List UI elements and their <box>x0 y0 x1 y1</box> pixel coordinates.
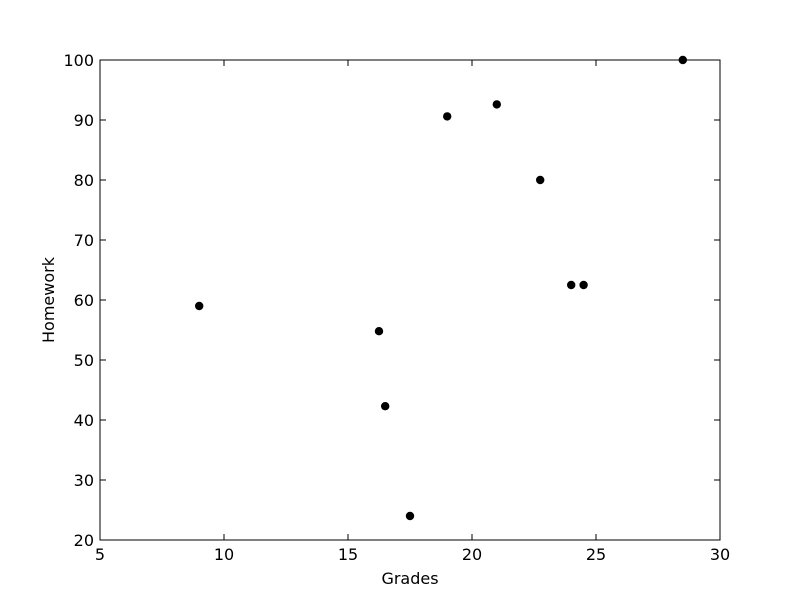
scatter-point <box>443 112 452 121</box>
scatter-point <box>374 327 384 336</box>
x-tick-label: 10 <box>214 545 234 564</box>
scatter-point <box>195 301 204 311</box>
scatter-point <box>381 402 390 411</box>
y-tick-label: 20 <box>74 531 94 550</box>
y-tick-label: 40 <box>74 411 94 430</box>
y-tick-label: 60 <box>74 291 94 310</box>
plot-frame <box>99 59 721 541</box>
x-tick-label: 5 <box>95 545 105 564</box>
points-layer <box>195 55 687 521</box>
scatter-point <box>579 280 588 290</box>
y-tick-label: 30 <box>74 471 94 490</box>
scatter-point <box>405 511 415 521</box>
x-axis-title: Grades <box>381 569 438 588</box>
y-tick-label: 50 <box>74 351 94 370</box>
y-tick-label: 100 <box>63 51 94 70</box>
y-tick-label: 80 <box>74 171 94 190</box>
y-tick-label: 70 <box>74 231 94 250</box>
x-tick-label: 30 <box>710 545 730 564</box>
x-tick-label: 25 <box>586 545 606 564</box>
scatter-point <box>536 175 545 185</box>
x-tick-label: 20 <box>462 545 482 564</box>
scatter-point <box>492 100 501 109</box>
scatter-point <box>567 280 576 290</box>
ticks-layer: 5 10 15 20 25 30 20 30 40 50 60 70 80 90 100 <box>63 51 730 564</box>
y-tick-label: 90 <box>74 111 94 130</box>
x-tick-label: 15 <box>338 545 358 564</box>
y-axis-title: Homework <box>39 256 58 343</box>
